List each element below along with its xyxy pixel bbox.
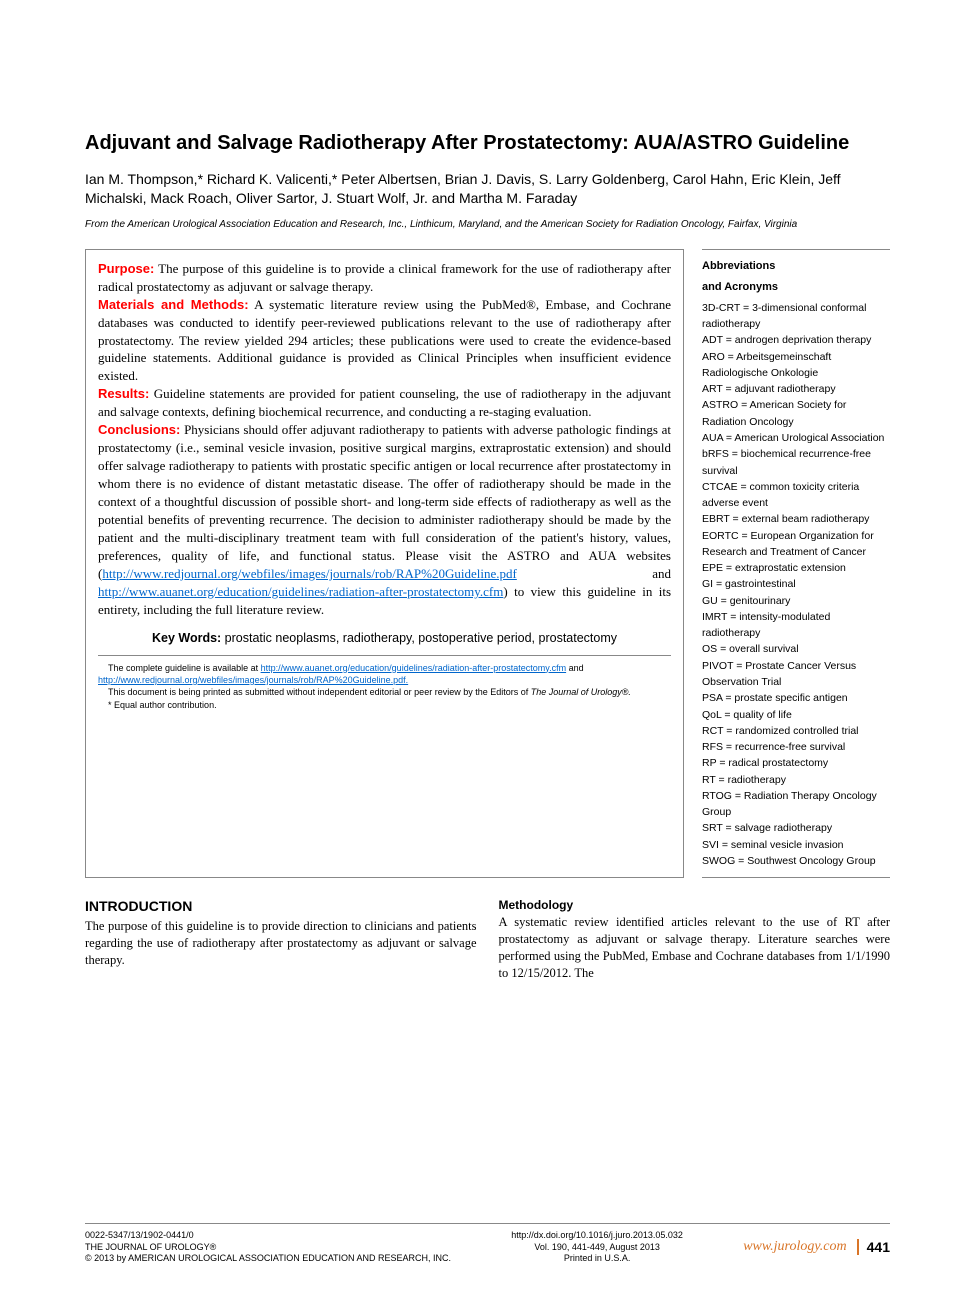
footer-issn: 0022-5347/13/1902-0441/0: [85, 1230, 451, 1242]
keywords-block: Key Words: prostatic neoplasms, radiothe…: [98, 631, 671, 645]
abbreviation-item: RFS = recurrence-free survival: [702, 739, 890, 755]
abstract-footnotes: The complete guideline is available at h…: [98, 655, 671, 712]
page-number: 441: [857, 1239, 890, 1255]
conclusions-label: Conclusions:: [98, 422, 180, 437]
footnote-link-2[interactable]: http://www.redjournal.org/webfiles/image…: [98, 675, 408, 685]
footer-vol: Vol. 190, 441-449, August 2013: [511, 1242, 683, 1254]
abstract-box: Purpose: The purpose of this guideline i…: [85, 249, 684, 878]
footer-right: www.jurology.com 441: [743, 1230, 890, 1265]
abbreviation-item: ADT = androgen deprivation therapy: [702, 332, 890, 348]
footnote-1-a: The complete guideline is available at: [108, 663, 261, 673]
abstract-methods: Materials and Methods: A systematic lite…: [98, 296, 671, 386]
abstract-purpose: Purpose: The purpose of this guideline i…: [98, 260, 671, 296]
introduction-text: The purpose of this guideline is to prov…: [85, 918, 477, 969]
abbreviation-item: EPE = extraprostatic extension: [702, 560, 890, 576]
abbreviation-item: PIVOT = Prostate Cancer Versus Observati…: [702, 658, 890, 691]
abbreviation-item: bRFS = biochemical recurrence-free survi…: [702, 446, 890, 479]
and-text: and: [517, 566, 671, 581]
footer-printed: Printed in U.S.A.: [511, 1253, 683, 1265]
abbreviation-list: 3D-CRT = 3-dimensional conformal radioth…: [702, 300, 890, 869]
abbreviation-item: OS = overall survival: [702, 641, 890, 657]
abbreviation-item: ASTRO = American Society for Radiation O…: [702, 397, 890, 430]
footnote-2-b: The Journal of Urology®.: [531, 687, 631, 697]
article-title: Adjuvant and Salvage Radiotherapy After …: [85, 130, 890, 156]
sidebar-heading-1: Abbreviations: [702, 258, 890, 275]
footnote-3: * Equal author contribution.: [98, 699, 671, 711]
footnote-2-a: This document is being printed as submit…: [108, 687, 531, 697]
methods-label: Materials and Methods:: [98, 297, 249, 312]
footer-mid: http://dx.doi.org/10.1016/j.juro.2013.05…: [511, 1230, 683, 1265]
results-text: Guideline statements are provided for pa…: [98, 386, 671, 419]
abstract-results: Results: Guideline statements are provid…: [98, 385, 671, 421]
abbreviation-item: PSA = prostate specific antigen: [702, 690, 890, 706]
page-footer: 0022-5347/13/1902-0441/0 THE JOURNAL OF …: [85, 1223, 890, 1265]
purpose-label: Purpose:: [98, 261, 154, 276]
footnote-2: This document is being printed as submit…: [98, 686, 671, 698]
footer-journal: THE JOURNAL OF UROLOGY®: [85, 1242, 451, 1254]
body-col-right: Methodology A systematic review identifi…: [499, 898, 891, 982]
abbreviation-item: SWOG = Southwest Oncology Group: [702, 853, 890, 869]
footnote-1: The complete guideline is available at h…: [98, 662, 671, 687]
abbreviation-item: RP = radical prostatectomy: [702, 755, 890, 771]
footnote-1-b: and: [566, 663, 584, 673]
results-label: Results:: [98, 386, 149, 401]
abbreviation-item: 3D-CRT = 3-dimensional conformal radioth…: [702, 300, 890, 333]
abbreviation-item: RTOG = Radiation Therapy Oncology Group: [702, 788, 890, 821]
purpose-text: The purpose of this guideline is to prov…: [98, 261, 671, 294]
affiliation: From the American Urological Association…: [85, 218, 890, 231]
footer-left: 0022-5347/13/1902-0441/0 THE JOURNAL OF …: [85, 1230, 451, 1265]
abbreviation-item: GI = gastrointestinal: [702, 576, 890, 592]
aua-link[interactable]: http://www.auanet.org/education/guidelin…: [98, 584, 503, 599]
keywords-text: prostatic neoplasms, radiotherapy, posto…: [221, 631, 617, 645]
footer-doi: http://dx.doi.org/10.1016/j.juro.2013.05…: [511, 1230, 683, 1242]
abbreviation-item: ARO = Arbeitsgemeinschaft Radiologische …: [702, 349, 890, 382]
abbreviation-item: SVI = seminal vesicle invasion: [702, 837, 890, 853]
body-col-left: INTRODUCTION The purpose of this guideli…: [85, 898, 477, 982]
methodology-heading: Methodology: [499, 898, 891, 912]
abbreviation-item: IMRT = intensity-modulated radiotherapy: [702, 609, 890, 642]
footnote-link-1[interactable]: http://www.auanet.org/education/guidelin…: [261, 663, 567, 673]
main-content-row: Purpose: The purpose of this guideline i…: [85, 249, 890, 878]
conclusions-text-1: Physicians should offer adjuvant radioth…: [98, 422, 671, 581]
footer-copyright: © 2013 by AMERICAN UROLOGICAL ASSOCIATIO…: [85, 1253, 451, 1265]
authors-list: Ian M. Thompson,* Richard K. Valicenti,*…: [85, 170, 890, 208]
abbreviation-item: CTCAE = common toxicity criteria adverse…: [702, 479, 890, 512]
abbreviations-sidebar: Abbreviations and Acronyms 3D-CRT = 3-di…: [702, 249, 890, 878]
abbreviation-item: RCT = randomized controlled trial: [702, 723, 890, 739]
abbreviation-item: EBRT = external beam radiotherapy: [702, 511, 890, 527]
body-columns: INTRODUCTION The purpose of this guideli…: [85, 898, 890, 982]
methodology-text: A systematic review identified articles …: [499, 914, 891, 982]
abbreviation-item: EORTC = European Organization for Resear…: [702, 528, 890, 561]
keywords-label: Key Words:: [152, 631, 221, 645]
site-url[interactable]: www.jurology.com: [743, 1239, 846, 1255]
introduction-heading: INTRODUCTION: [85, 898, 477, 914]
astro-link[interactable]: http://www.redjournal.org/webfiles/image…: [102, 566, 517, 581]
abbreviation-item: QoL = quality of life: [702, 707, 890, 723]
abbreviation-item: GU = genitourinary: [702, 593, 890, 609]
abbreviation-item: AUA = American Urological Association: [702, 430, 890, 446]
abbreviation-item: ART = adjuvant radiotherapy: [702, 381, 890, 397]
abbreviation-item: RT = radiotherapy: [702, 772, 890, 788]
sidebar-heading-2: and Acronyms: [702, 279, 890, 296]
abstract-conclusions: Conclusions: Physicians should offer adj…: [98, 421, 671, 618]
abbreviation-item: SRT = salvage radiotherapy: [702, 820, 890, 836]
